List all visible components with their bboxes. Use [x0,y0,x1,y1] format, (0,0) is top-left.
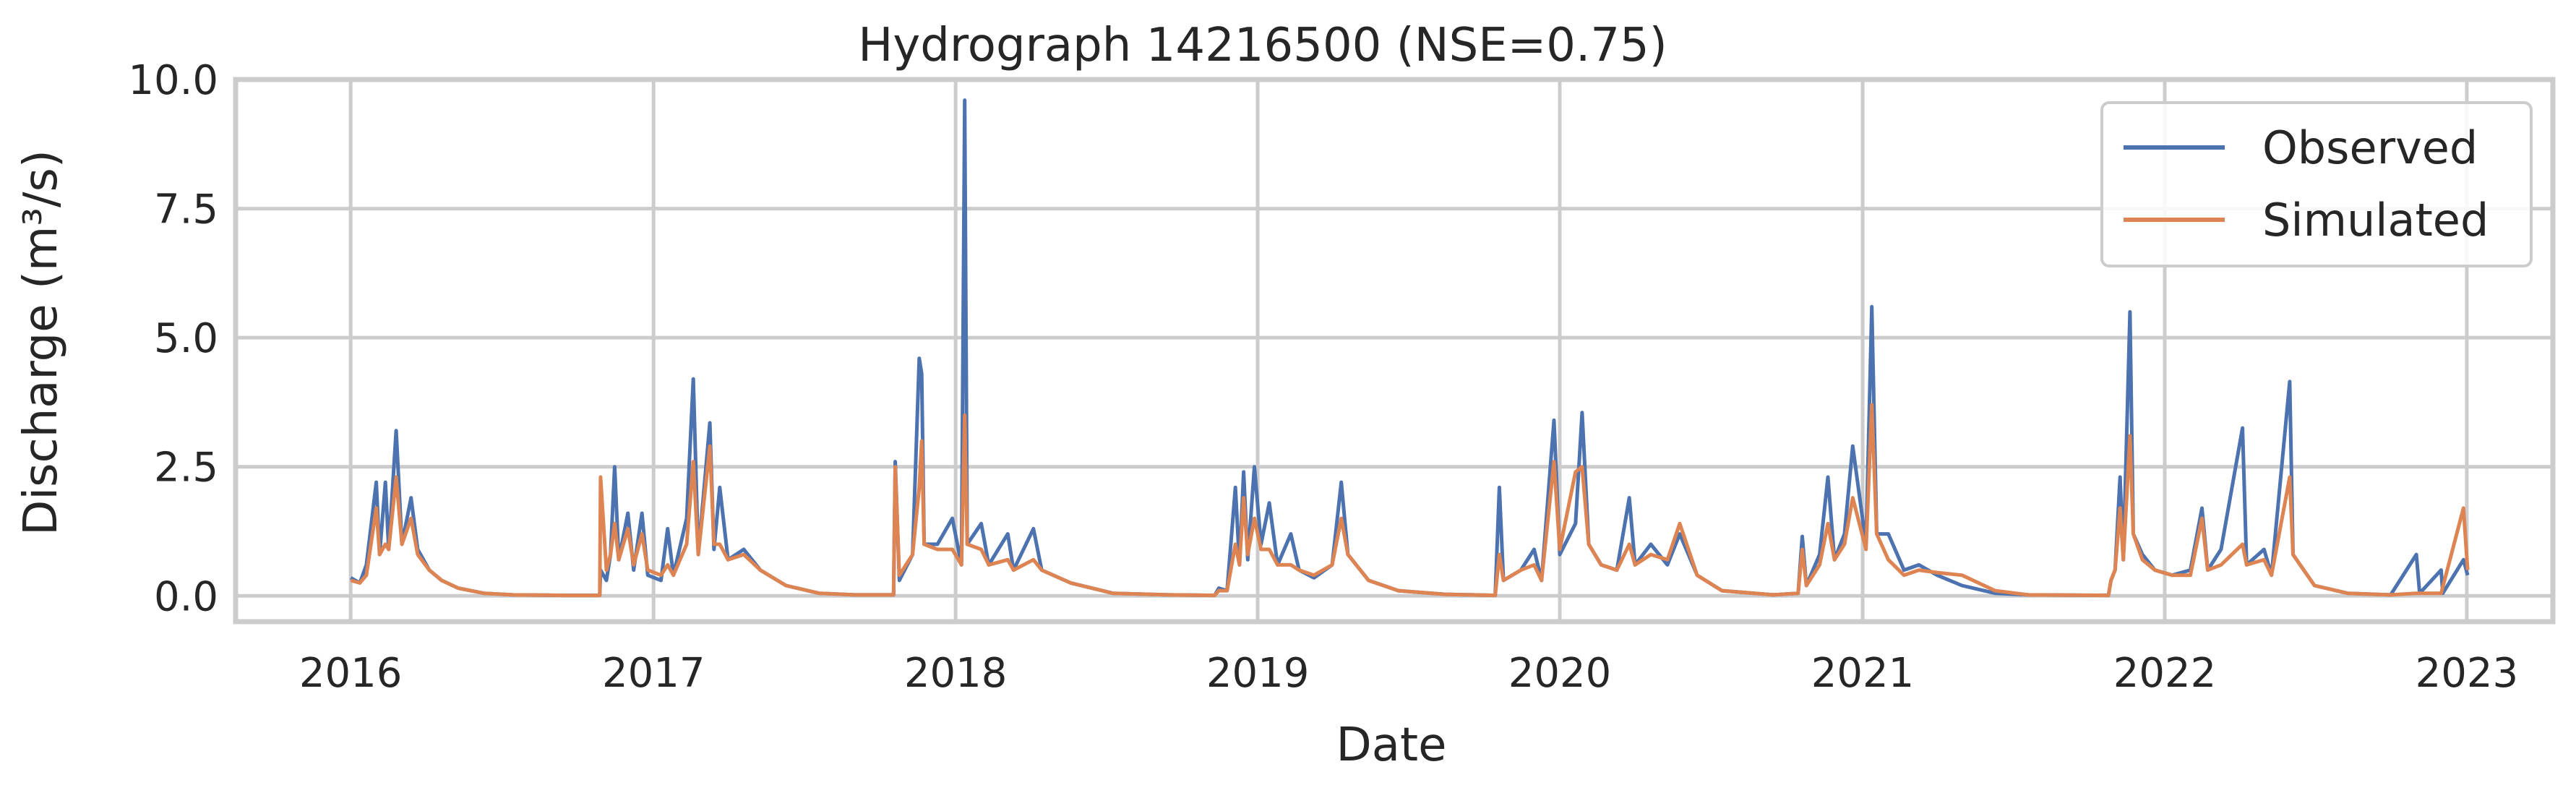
y-tick-label: 7.5 [154,187,218,233]
series-layer [349,98,2470,598]
chart-title: Hydrograph 14216500 (NSE=0.75) [858,19,1667,72]
legend-box [2100,101,2533,267]
x-tick-label: 2016 [299,650,403,697]
legend-label-observed: Observed [2262,121,2478,174]
y-tick-label: 2.5 [154,445,218,492]
y-axis-label: Discharge (m³/s) [14,150,68,536]
legend: Observed Simulated [2100,101,2533,267]
x-tick-label: 2019 [1206,650,1310,697]
x-tick-label: 2021 [1811,650,1915,697]
y-tick-label: 5.0 [154,315,218,362]
x-tick-label: 2018 [904,650,1008,697]
plot-frame [233,77,2556,625]
x-tick-label: 2022 [2113,650,2217,697]
x-axis-label: Date [1336,719,1447,772]
x-tick-label: 2020 [1508,650,1612,697]
x-tick-label: 2017 [602,650,705,697]
x-tick-label: 2023 [2416,650,2519,697]
tick-labels: 0.0 2.5 5.0 7.5 10.0 2016 2017 2018 2019 2020 2021… [128,57,2518,697]
legend-label-simulated: Simulated [2262,194,2489,247]
series-line-simulated [350,403,2470,598]
y-tick-label: 10.0 [128,57,218,104]
y-tick-label: 0.0 [154,573,218,620]
